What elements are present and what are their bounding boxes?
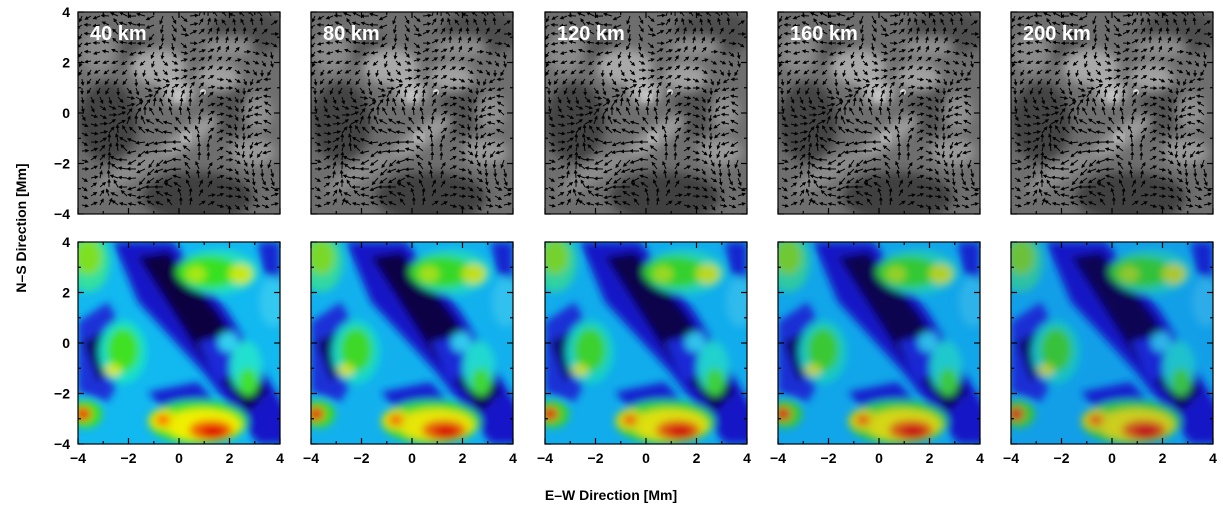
x-tick-label: 2 (226, 450, 234, 466)
x-tick-label: 0 (408, 450, 416, 466)
panel-ticks (310, 11, 514, 215)
x-tick-label: −2 (821, 450, 837, 466)
velocity-magnitude-panel-3 (544, 241, 748, 445)
velocity-magnitude-panel-1 (77, 241, 281, 445)
y-tick-label: 0 (62, 335, 70, 351)
intensity-panel-2: 80 km (310, 11, 514, 215)
panel-ticks (777, 11, 981, 215)
panel-ticks (1010, 11, 1214, 215)
y-tick-label: 4 (62, 4, 70, 20)
y-tick-label: 2 (62, 55, 70, 71)
panel-ticks (310, 241, 514, 445)
x-tick-label: −4 (537, 450, 553, 466)
x-tick-label: −4 (1003, 450, 1019, 466)
x-tick-label: −4 (770, 450, 786, 466)
intensity-panel-3: 120 km (544, 11, 748, 215)
y-tick-label: −2 (54, 156, 70, 172)
x-tick-label: −2 (1054, 450, 1070, 466)
panel-ticks (777, 241, 981, 445)
height-label-2: 80 km (323, 23, 380, 45)
height-label-4: 160 km (790, 23, 858, 45)
x-tick-label: 2 (693, 450, 701, 466)
height-label-1: 40 km (90, 23, 147, 45)
panel-ticks (77, 11, 281, 215)
intensity-panel-1: 40 km (77, 11, 281, 215)
y-axis-title: N–S Direction [Mm] (13, 163, 29, 292)
x-tick-label: −2 (588, 450, 604, 466)
x-tick-label: −4 (70, 450, 86, 466)
x-tick-label: 4 (276, 450, 284, 466)
height-label-3: 120 km (557, 23, 625, 45)
intensity-panel-4: 160 km (777, 11, 981, 215)
x-tick-label: 0 (1108, 450, 1116, 466)
y-tick-label: −4 (54, 206, 70, 222)
velocity-vectors (78, 12, 280, 211)
x-tick-label: 4 (976, 450, 984, 466)
panel-ticks (544, 241, 748, 445)
x-tick-label: −4 (303, 450, 319, 466)
y-tick-label: 4 (62, 234, 70, 250)
panel-ticks (544, 11, 748, 215)
velocity-magnitude-panel-5 (1010, 241, 1214, 445)
velocity-vectors (545, 12, 747, 211)
velocity-magnitude-panel-4 (777, 241, 981, 445)
x-tick-label: −2 (354, 450, 370, 466)
y-tick-label: −2 (54, 386, 70, 402)
x-tick-label: 0 (175, 450, 183, 466)
y-tick-label: −4 (54, 436, 70, 452)
velocity-vectors (1011, 12, 1213, 211)
x-axis-title: E–W Direction [Mm] (545, 487, 677, 503)
x-tick-label: 4 (509, 450, 517, 466)
x-tick-label: 4 (743, 450, 751, 466)
height-label-5: 200 km (1023, 23, 1091, 45)
y-tick-label: 0 (62, 105, 70, 121)
intensity-panel-5: 200 km (1010, 11, 1214, 215)
x-tick-label: 0 (642, 450, 650, 466)
velocity-magnitude-panel-2 (310, 241, 514, 445)
velocity-vectors (311, 12, 513, 211)
x-tick-label: 4 (1209, 450, 1217, 466)
y-tick-label: 2 (62, 285, 70, 301)
x-tick-label: 0 (875, 450, 883, 466)
panel-ticks (77, 241, 281, 445)
x-tick-label: 2 (1159, 450, 1167, 466)
velocity-vectors (778, 12, 980, 211)
x-tick-label: 2 (926, 450, 934, 466)
x-tick-label: −2 (121, 450, 137, 466)
x-tick-label: 2 (459, 450, 467, 466)
panel-ticks (1010, 241, 1214, 445)
